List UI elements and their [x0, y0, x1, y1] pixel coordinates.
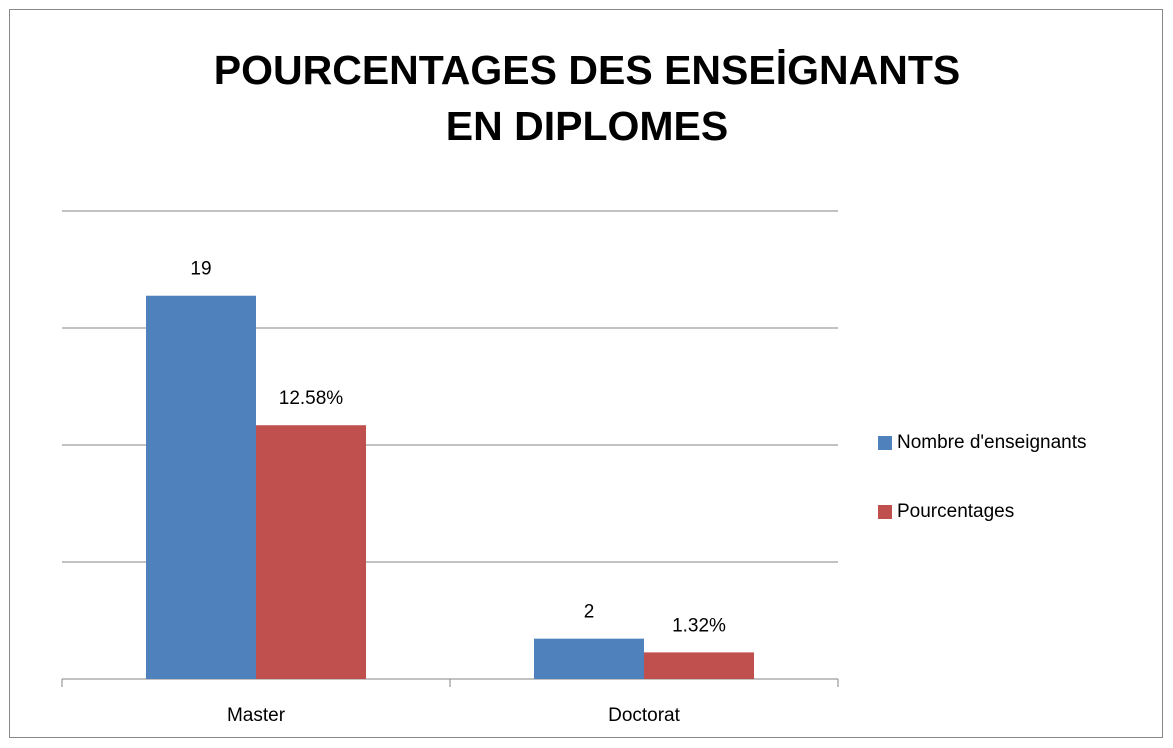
- chart-frame: [9, 9, 1163, 738]
- legend-swatch: [878, 436, 892, 450]
- chart-title: POURCENTAGES DES ENSEİGNANTS EN DIPLOMES: [213, 47, 961, 149]
- legend-swatch: [878, 505, 892, 519]
- bar: [256, 425, 366, 679]
- bar: [146, 295, 256, 679]
- data-label: 12.58%: [279, 388, 344, 409]
- bar: [534, 638, 644, 679]
- data-label: 1.32%: [672, 615, 726, 636]
- x-tick-label: Master: [227, 705, 286, 726]
- x-tick-label: Doctorat: [608, 705, 681, 726]
- legend-label: Pourcentages: [897, 501, 1014, 522]
- bar: [644, 652, 754, 679]
- data-label: 19: [190, 259, 211, 280]
- legend-label: Nombre d'enseignants: [897, 432, 1087, 453]
- data-label: 2: [584, 602, 595, 623]
